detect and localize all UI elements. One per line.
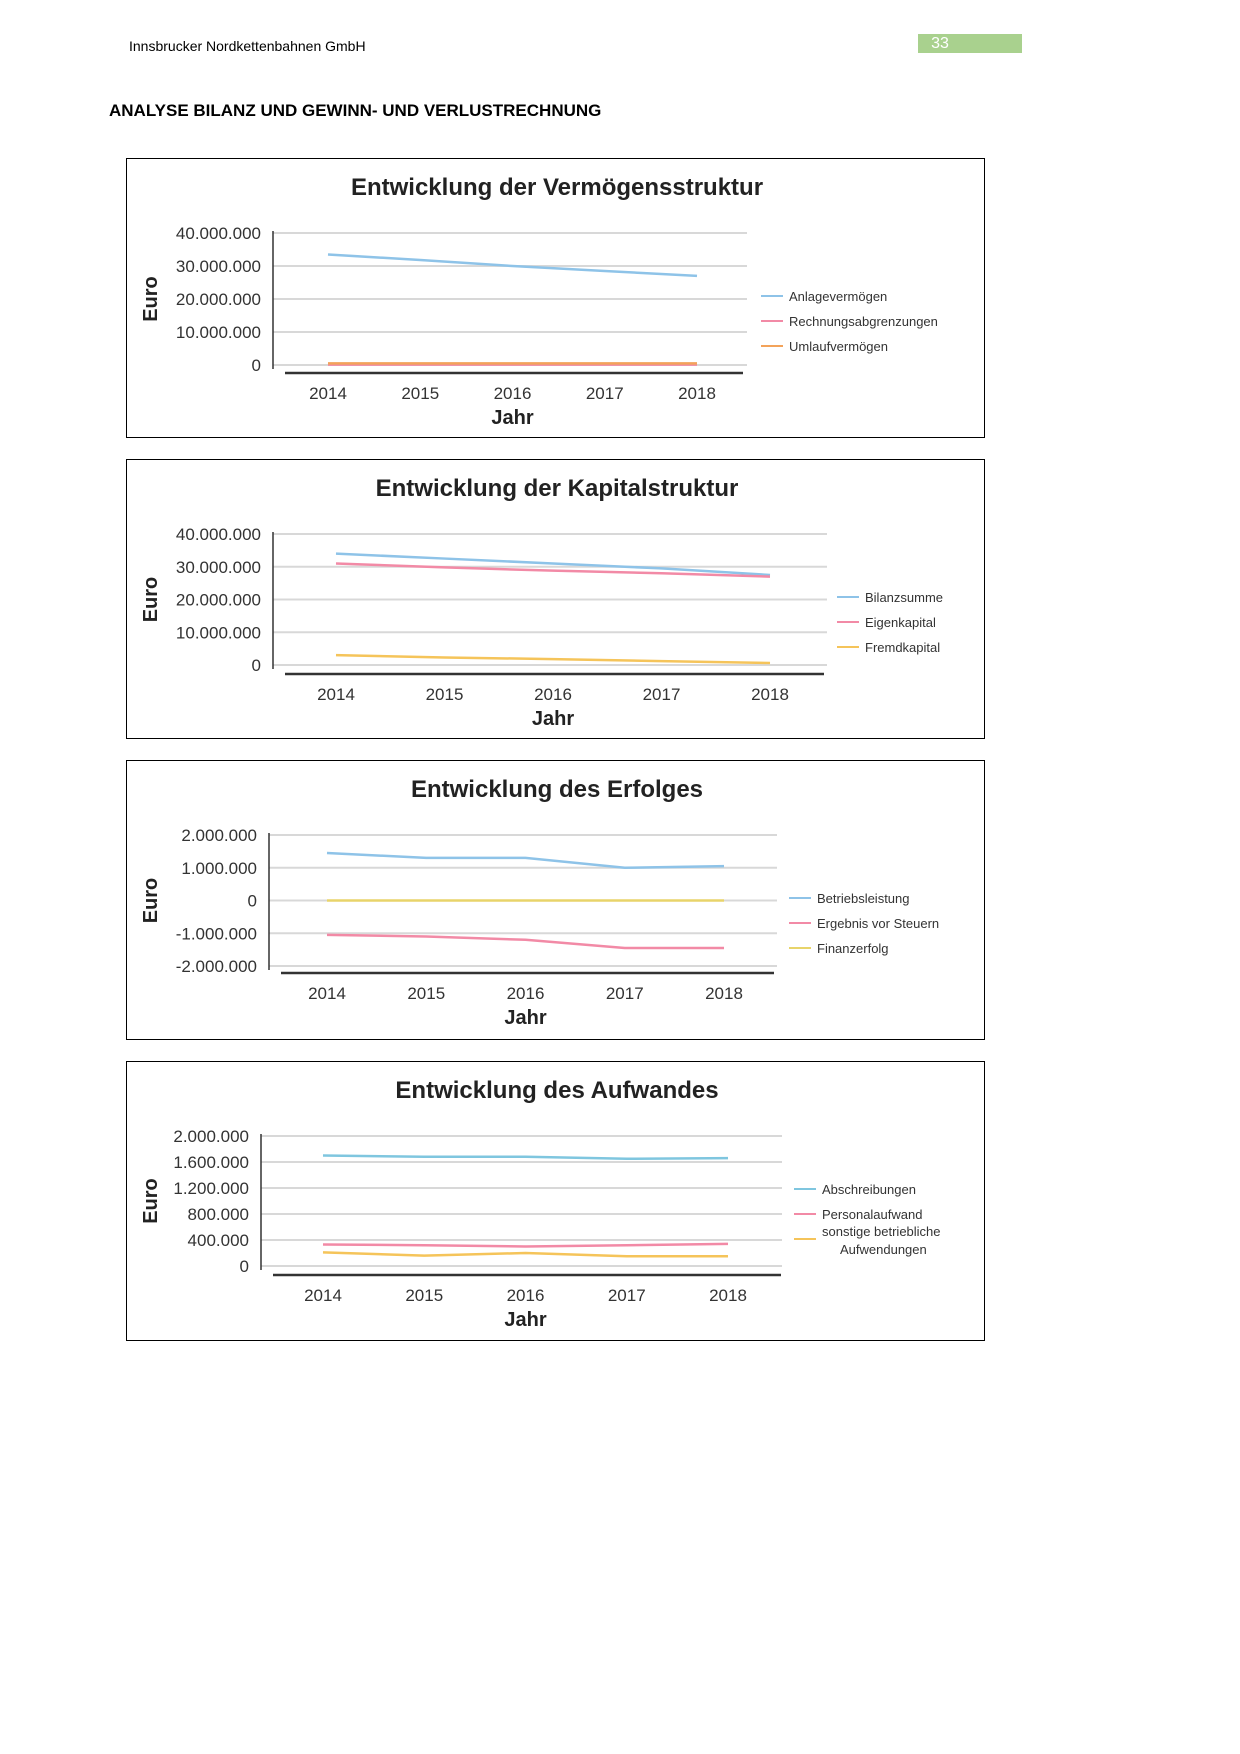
y-tick-label: 1.000.000 (181, 859, 257, 878)
legend-label: Rechnungsabgrenzungen (789, 314, 938, 329)
chart-title: Entwicklung der Vermögensstruktur (351, 174, 763, 201)
series-line-0 (322, 1154, 729, 1161)
y-tick-label: 10.000.000 (176, 623, 261, 642)
legend-label: Ergebnis vor Steuern (817, 916, 939, 931)
x-axis-label: Jahr (491, 407, 533, 429)
legend-label: Eigenkapital (865, 615, 936, 630)
chart-title: Entwicklung des Erfolges (411, 776, 703, 803)
company-name: Innsbrucker Nordkettenbahnen GmbH (129, 38, 366, 54)
y-tick-label: 0 (252, 356, 261, 375)
y-tick-label: 800.000 (188, 1205, 249, 1224)
y-tick-label: 1.200.000 (173, 1179, 249, 1198)
y-tick-label: 40.000.000 (176, 525, 261, 544)
y-tick-label: 2.000.000 (173, 1127, 249, 1146)
y-tick-label: -1.000.000 (176, 924, 257, 943)
chart-kapitalstruktur: Entwicklung der Kapitalstruktur 0 10.000.0… (126, 459, 985, 739)
y-tick-label: -2.000.000 (176, 957, 257, 976)
y-tick-label: 30.000.000 (176, 257, 261, 276)
chart-vermoegensstruktur: Entwicklung der Vermögensstruktur 0 10.000… (126, 158, 985, 438)
series-line-1 (322, 1242, 729, 1248)
chart-aufwand: Entwicklung des Aufwandes 0 400.000 800.000… (126, 1061, 985, 1341)
legend-label: Aufwendungen (840, 1242, 927, 1257)
series-line-0 (326, 851, 725, 870)
y-tick-label: 40.000.000 (176, 224, 261, 243)
legend-label: Umlaufvermögen (789, 339, 888, 354)
y-axis-label: Euro (140, 577, 162, 623)
x-tick-label: 2017 (606, 984, 644, 1003)
legend-label: Anlagevermögen (789, 289, 887, 304)
x-tick-label: 2014 (317, 685, 355, 704)
y-axis-label: Euro (140, 276, 162, 322)
chart-erfolg: Entwicklung des Erfolges -2.000.000 -1.000… (126, 760, 985, 1040)
x-tick-label: 2015 (407, 984, 445, 1003)
x-tick-label: 2016 (534, 685, 572, 704)
y-axis-label: Euro (140, 1178, 162, 1224)
x-tick-label: 2015 (401, 384, 439, 403)
chart-svg: Entwicklung der Kapitalstruktur 0 10.000.0… (140, 475, 943, 730)
x-tick-label: 2018 (705, 984, 743, 1003)
x-axis-label: Jahr (532, 708, 574, 730)
x-tick-label: 2014 (304, 1286, 342, 1305)
x-tick-label: 2014 (308, 984, 346, 1003)
y-tick-label: 2.000.000 (181, 826, 257, 845)
x-tick-label: 2016 (507, 984, 545, 1003)
chart-title: Entwicklung des Aufwandes (395, 1077, 718, 1104)
legend-label: Bilanzsumme (865, 590, 943, 605)
legend-label: Fremdkapital (865, 640, 940, 655)
x-tick-label: 2016 (507, 1286, 545, 1305)
page-number: 33 (931, 35, 949, 52)
x-tick-label: 2016 (494, 384, 532, 403)
x-axis-label: Jahr (504, 1007, 546, 1029)
legend-label: Betriebsleistung (817, 891, 910, 906)
y-tick-label: 20.000.000 (176, 290, 261, 309)
y-tick-label: 0 (248, 892, 257, 911)
x-tick-label: 2018 (678, 384, 716, 403)
chart-title: Entwicklung der Kapitalstruktur (376, 475, 739, 502)
chart-svg: Entwicklung des Aufwandes 0 400.000 800.000… (140, 1077, 941, 1331)
y-tick-label: 20.000.000 (176, 591, 261, 610)
legend-label: Personalaufwand (822, 1207, 922, 1222)
x-tick-label: 2017 (643, 685, 681, 704)
legend-label: Finanzerfolg (817, 941, 889, 956)
x-tick-label: 2017 (586, 384, 624, 403)
x-tick-label: 2015 (405, 1286, 443, 1305)
y-tick-label: 30.000.000 (176, 558, 261, 577)
chart-svg: Entwicklung der Vermögensstruktur 0 10.000… (140, 174, 938, 429)
section-title: ANALYSE BILANZ UND GEWINN- UND VERLUSTRE… (109, 101, 602, 120)
x-tick-label: 2017 (608, 1286, 646, 1305)
legend-label: Abschreibungen (822, 1182, 916, 1197)
x-tick-label: 2018 (709, 1286, 747, 1305)
legend-label: sonstige betriebliche (822, 1224, 941, 1239)
y-tick-label: 0 (252, 656, 261, 675)
x-axis-label: Jahr (504, 1309, 546, 1331)
y-axis-label: Euro (140, 878, 162, 924)
y-tick-label: 1.600.000 (173, 1153, 249, 1172)
series-line-1 (326, 933, 724, 950)
chart-svg: Entwicklung des Erfolges -2.000.000 -1.000… (140, 776, 939, 1029)
page-number-badge: 33 (918, 34, 1022, 53)
x-tick-label: 2015 (426, 685, 464, 704)
y-tick-label: 400.000 (188, 1231, 249, 1250)
x-tick-label: 2018 (751, 685, 789, 704)
y-tick-label: 10.000.000 (176, 323, 261, 342)
y-tick-label: 0 (240, 1257, 249, 1276)
x-tick-label: 2014 (309, 384, 347, 403)
